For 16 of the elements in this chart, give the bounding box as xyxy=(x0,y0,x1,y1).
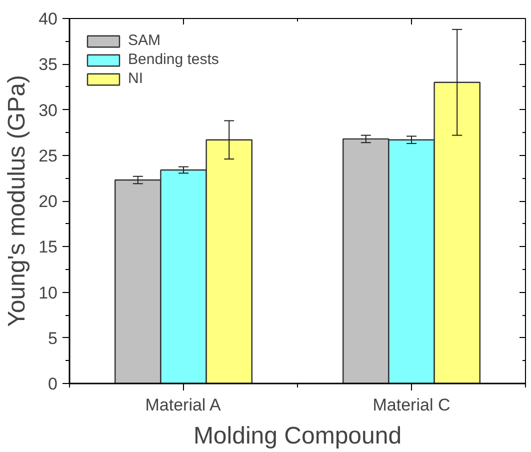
y-tick-label: 35 xyxy=(38,55,58,74)
x-tick-label: Material A xyxy=(145,396,222,414)
y-tick-label: 20 xyxy=(38,192,58,211)
legend-label: SAM xyxy=(128,32,161,49)
y-tick-label: 10 xyxy=(38,283,58,302)
y-tick-label: 25 xyxy=(38,146,58,166)
y-tick-label: 40 xyxy=(38,10,58,28)
legend-label: NI xyxy=(128,70,144,87)
y-tick-label: 15 xyxy=(38,238,58,257)
y-tick-label: 5 xyxy=(48,328,58,348)
y-tick-label: 0 xyxy=(48,374,58,394)
x-axis-title: Molding Compound xyxy=(193,422,402,450)
x-tick-label: Material C xyxy=(372,396,450,414)
y-tick-label: 30 xyxy=(38,100,58,120)
y-axis-title: Young's modulus (GPa) xyxy=(4,75,31,327)
legend-label: Bending tests xyxy=(128,51,219,68)
